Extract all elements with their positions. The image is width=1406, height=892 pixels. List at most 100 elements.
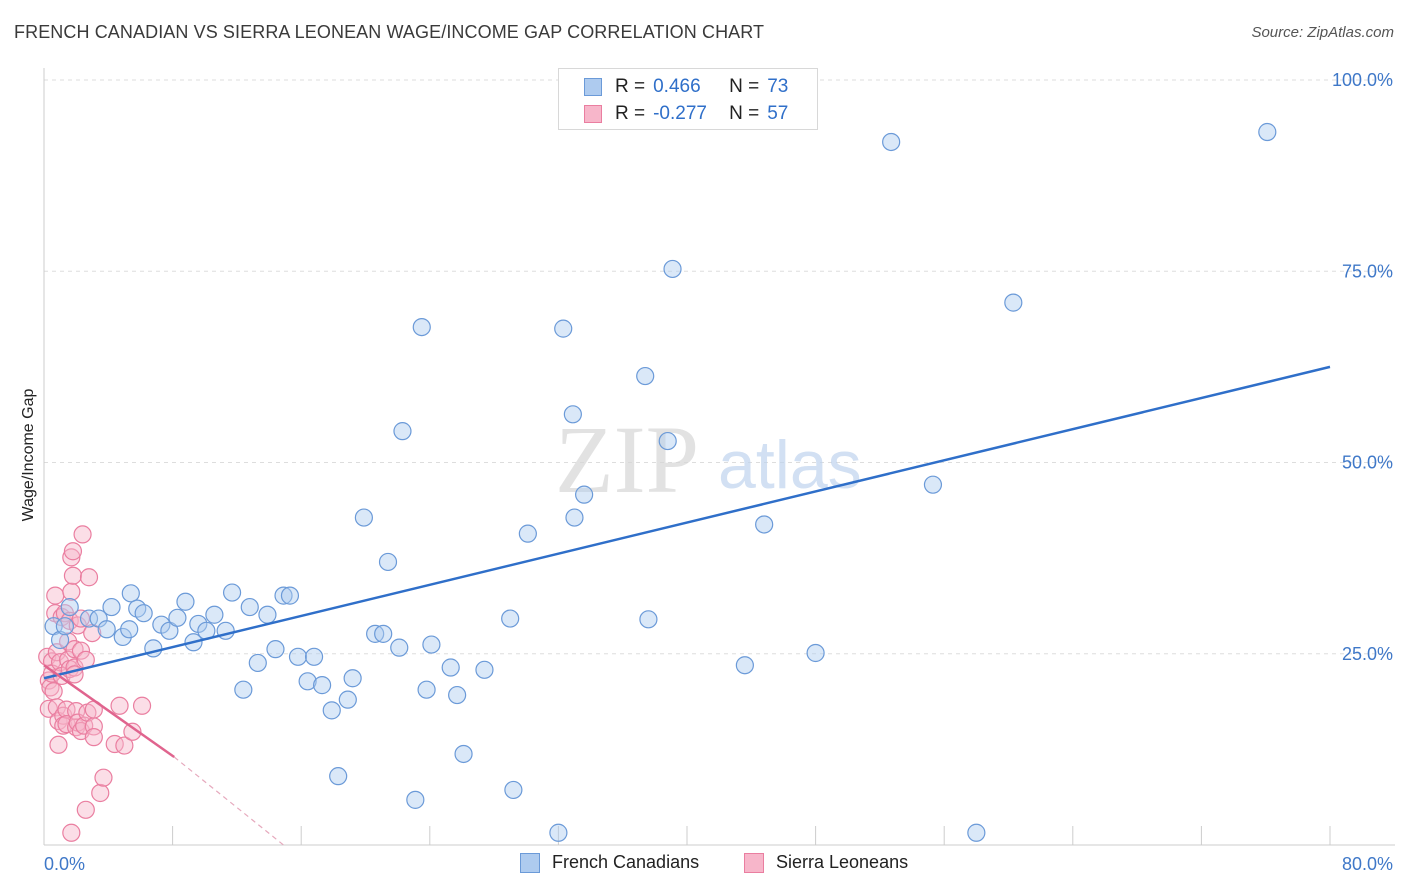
french-canadian-point [549,823,568,842]
french-canadian-point [329,767,348,786]
series-swatch-blue [520,852,540,873]
french-canadian-point [454,744,473,764]
french-canadian-point [50,630,70,650]
legend-row-pink: R = -0.277 N = 57 [584,102,789,126]
watermark-zip: ZIP [555,406,699,513]
sierra-leonean-point [79,568,99,587]
sierra-leonean-point [62,823,81,842]
series-legend-item-sierra-leoneans: Sierra Leoneans [744,852,908,873]
sierra-leonean-point [94,768,113,787]
series-legend-label: French Canadians [552,852,700,872]
french-canadian-point [222,583,242,602]
x-tick-label: 0.0% [44,854,85,874]
french-canadian-point [280,586,300,605]
french-canadian-point [882,132,901,152]
gridlines [44,79,1395,655]
french-canadian-point [554,319,573,338]
french-canadian-point [304,647,324,666]
sierra-leonean-point [84,728,103,747]
french-canadian-point [248,653,267,673]
sierra-leonean-point [91,783,110,803]
sierra-leonean-point [110,696,129,715]
sierra-leonean-point [132,696,152,715]
french-canadian-point [79,609,99,628]
french-canadian-point [475,660,494,679]
series-legend-item-french-canadians: French Canadians [520,852,699,873]
legend-swatch-blue [584,78,602,96]
french-canadian-point [60,597,79,617]
french-canadian-points [44,122,1277,842]
french-canadian-point [967,823,986,842]
french-canadian-point [417,680,436,699]
french-canadian-point [266,640,285,659]
trend-lines [43,365,1331,846]
legend-row-blue: R = 0.466 N = 73 [584,75,789,99]
y-tick-label: 100.0% [1332,70,1393,90]
legend-n-label: N = [729,103,760,124]
sierra-leonean-point [115,736,134,755]
legend-n-value: 73 [767,76,789,97]
french-canadian-point [102,597,121,617]
french-canadian-point [501,609,520,628]
french-canadian-point [234,680,253,699]
french-canadian-point [128,599,147,618]
series-legend: French Canadians Sierra Leoneans [0,852,1406,878]
french-canadian-point [448,685,467,705]
french-canadian-point [565,508,584,527]
tick-labels: 25.0% 50.0% 75.0% 100.0% 0.0% 80.0% [44,70,1393,874]
french-canadian-point [735,656,754,675]
french-canadian-point [168,608,187,627]
legend-n-value: 57 [767,103,789,124]
french-canadian-point [393,422,412,441]
french-canadian-point [504,780,523,800]
french-canadian-point [563,405,582,424]
french-canadian-point [406,790,425,809]
sierra-leonean-point [73,525,92,544]
series-legend-label: Sierra Leoneans [776,852,909,872]
french-canadian-point [322,701,341,720]
sierra-leonean-point [65,640,84,659]
correlation-legend: R = 0.466 N = 73 R = -0.277 N = 57 [558,68,818,130]
sierra-leonean-trendline-extension [173,756,284,846]
french-canadian-point [441,658,460,677]
french-canadian-point [639,610,658,629]
french-canadian-point [338,690,357,709]
french-canadian-point [1258,122,1277,142]
legend-r-label: R = [615,76,646,97]
legend-r-value: -0.277 [653,103,707,124]
french-canadian-trendline [43,365,1331,680]
french-canadian-point [97,620,116,639]
french-canadian-point [518,524,537,543]
source-credit: Source: ZipAtlas.com [1251,24,1394,41]
french-canadian-point [240,597,259,617]
french-canadian-point [298,672,317,691]
sierra-leonean-point [44,682,63,701]
sierra-leonean-point [46,586,65,605]
french-canadian-point [422,635,441,654]
sierra-leonean-point [71,641,91,660]
french-canadian-point [121,584,140,603]
french-canadian-point [312,676,332,695]
french-canadian-point [288,647,308,666]
x-tick-label: 80.0% [1342,854,1393,874]
sierra-leonean-point [76,800,95,819]
legend-r-value: 0.466 [653,76,701,97]
french-canadian-point [390,638,409,657]
sierra-leonean-point [63,566,83,585]
french-canadian-point [120,620,139,639]
sierra-leonean-trendline [43,664,175,759]
sierra-leonean-point [63,542,83,561]
sierra-leonean-point [123,722,142,741]
french-canadian-point [134,604,153,623]
sierra-leonean-point [49,735,68,754]
french-canadian-point [755,515,774,534]
french-canadian-point [663,259,682,279]
french-canadian-point [923,475,943,494]
french-canadian-point [575,485,594,504]
chart-title: FRENCH CANADIAN VS SIERRA LEONEAN WAGE/I… [14,22,765,42]
french-canadian-point [806,643,825,663]
legend-r-label: R = [615,103,646,124]
french-canadian-point [176,592,195,611]
y-tick-label: 25.0% [1342,644,1393,664]
